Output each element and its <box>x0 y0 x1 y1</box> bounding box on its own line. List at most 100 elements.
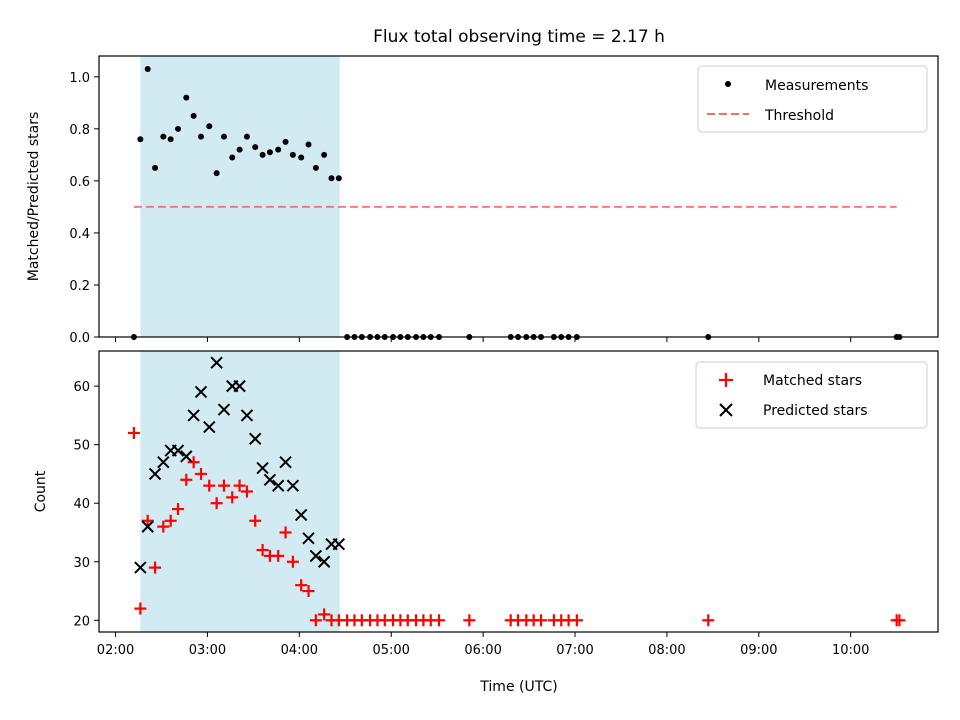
legend-matched-marker <box>719 373 733 387</box>
legend-matched-label: Matched stars <box>763 373 862 389</box>
measurement-point <box>175 125 182 132</box>
x-tick-label: 06:00 <box>464 643 501 658</box>
measurement-point <box>206 123 213 130</box>
matched-star-point <box>141 514 154 527</box>
bottom-y-tick-label: 20 <box>73 614 90 629</box>
matched-star-point <box>295 579 308 592</box>
matched-star-point <box>157 520 170 533</box>
measurement-point <box>137 136 144 143</box>
predicted-star-point <box>263 473 277 486</box>
predicted-star-point <box>134 561 147 574</box>
predicted-stars-points <box>134 356 346 574</box>
matched-star-point <box>302 585 315 598</box>
measurement-point <box>167 136 174 143</box>
matched-star-point <box>195 467 208 480</box>
predicted-star-point <box>286 479 300 492</box>
measurement-point <box>160 133 167 140</box>
measurement-point <box>252 144 259 151</box>
matched-star-point <box>240 485 253 498</box>
predicted-star-point <box>187 409 200 422</box>
top-y-axis-label: Matched/Predicted stars <box>26 112 42 282</box>
legend-predicted-marker <box>719 403 733 417</box>
measurement-point <box>220 133 227 140</box>
predicted-star-point <box>210 356 223 369</box>
matched-star-point <box>134 602 147 615</box>
legend-threshold-label: Threshold <box>764 108 834 124</box>
measurement-point <box>198 133 205 140</box>
x-tick-label: 02:00 <box>97 643 134 658</box>
matched-star-point <box>180 473 193 486</box>
measurement-point <box>266 149 273 156</box>
bottom-y-axis-ticks: 20 30 40 50 60 <box>73 380 99 629</box>
measurement-point <box>259 151 266 158</box>
matched-star-point <box>286 555 299 568</box>
predicted-star-point <box>279 456 292 469</box>
x-tick-label: 10:00 <box>832 643 869 658</box>
x-axis-label: Time (UTC) <box>479 679 557 695</box>
measurement-points <box>130 66 903 340</box>
top-plot-frame <box>98 55 939 338</box>
x-tick-label: 07:00 <box>556 643 593 658</box>
x-tick-label: 09:00 <box>740 643 777 658</box>
predicted-star-point <box>256 461 269 475</box>
matched-star-point <box>164 514 177 527</box>
measurement-point <box>298 154 305 161</box>
top-y-tick-label: 0.4 <box>69 227 90 242</box>
measurement-point <box>328 175 335 182</box>
matched-star-point <box>463 614 476 627</box>
measurement-point <box>213 170 220 177</box>
measurement-point <box>229 154 236 161</box>
matched-star-point <box>318 608 331 621</box>
chart-title: Flux total observing time = 2.17 h <box>373 27 665 47</box>
measurement-point <box>190 112 197 119</box>
top-y-axis-ticks: 0.0 0.2 0.4 0.6 0.8 1.0 <box>69 71 99 346</box>
matched-star-point <box>187 456 200 469</box>
measurement-point <box>321 151 328 158</box>
predicted-star-point <box>180 450 193 463</box>
predicted-star-point <box>171 444 185 457</box>
matched-star-point <box>233 479 246 492</box>
bottom-y-axis-label: Count <box>33 470 49 512</box>
matched-star-point <box>570 614 583 627</box>
matched-star-point <box>702 614 715 627</box>
matched-star-point <box>433 614 446 627</box>
bottom-x-axis-ticks: 02:00 03:00 04:00 05:00 06:00 07:00 08:00 09:00… <box>97 632 869 658</box>
matched-star-point <box>149 561 162 574</box>
top-legend: Measurements Threshold <box>697 65 928 133</box>
bottom-y-tick-label: 60 <box>73 380 90 395</box>
predicted-star-point <box>332 537 346 551</box>
measurement-point <box>275 146 282 153</box>
predicted-star-point <box>233 379 246 393</box>
matched-star-point <box>217 479 230 492</box>
matched-star-point <box>127 426 140 439</box>
predicted-star-point <box>148 467 162 481</box>
measurement-point <box>183 94 190 101</box>
measurement-point <box>289 151 296 158</box>
x-tick-label: 05:00 <box>372 643 409 658</box>
measurement-point <box>243 133 250 140</box>
top-y-tick-label: 0.6 <box>69 175 90 190</box>
top-y-tick-label: 1.0 <box>69 71 90 86</box>
legend-predicted-label: Predicted stars <box>763 403 868 419</box>
top-panel: 0.0 0.2 0.4 0.6 0.8 1.0 Matched/Predicted sta… <box>26 55 939 346</box>
measurement-point <box>305 141 312 148</box>
top-y-tick-label: 0.0 <box>69 331 90 346</box>
matched-star-point <box>272 549 285 562</box>
matched-star-point <box>535 614 548 627</box>
matched-stars-points <box>127 426 906 627</box>
matched-star-point <box>279 526 292 539</box>
predicted-star-point <box>294 508 308 522</box>
matched-star-point <box>226 491 239 504</box>
matched-star-point <box>249 514 262 527</box>
measurement-point <box>335 175 342 182</box>
predicted-star-point <box>157 456 170 469</box>
x-tick-label: 08:00 <box>648 643 685 658</box>
predicted-star-point <box>302 532 315 545</box>
bottom-y-tick-label: 40 <box>73 497 90 512</box>
measurement-point <box>236 146 243 153</box>
predicted-star-point <box>194 385 208 399</box>
bottom-y-tick-label: 30 <box>73 556 90 571</box>
matched-star-point <box>210 497 223 510</box>
predicted-star-point <box>249 432 262 446</box>
